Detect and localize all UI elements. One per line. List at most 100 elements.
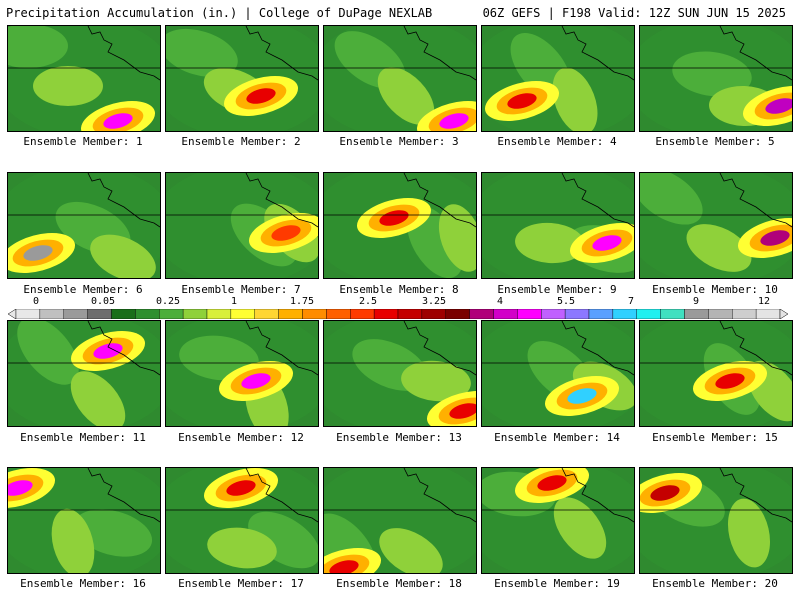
colorbar-tick-label: 2.5 [358, 296, 378, 307]
member-label: Ensemble Member: 14 [494, 431, 620, 444]
member-label: Ensemble Member: 6 [23, 283, 143, 296]
ensemble-map-7 [165, 172, 319, 279]
member-label: Ensemble Member: 15 [652, 431, 778, 444]
colorbar-swatch [302, 309, 327, 319]
colorbar-swatch [541, 309, 566, 319]
precip-field [640, 26, 792, 131]
coastline [561, 468, 634, 523]
coastline [403, 468, 476, 523]
colorbar-swatch [684, 309, 709, 319]
member-label: Ensemble Member: 2 [181, 135, 301, 148]
precip-field [640, 173, 792, 278]
colorbar-swatch [660, 309, 685, 319]
ensemble-map-15 [639, 320, 793, 427]
ensemble-map-16 [7, 467, 161, 574]
precip-field [324, 321, 476, 426]
member-label: Ensemble Member: 18 [336, 577, 462, 590]
coastline [719, 468, 792, 523]
coastline [403, 26, 476, 81]
ensemble-map-19 [481, 467, 635, 574]
page-title: Precipitation Accumulation (in.) | Colle… [6, 6, 433, 20]
colorbar-swatch [397, 309, 423, 319]
colorbar-swatch [732, 309, 757, 319]
colorbar-swatch [111, 309, 136, 319]
member-label: Ensemble Member: 8 [339, 283, 459, 296]
colorbar-swatch [230, 309, 255, 319]
precip-field [8, 468, 160, 573]
colorbar-swatch [254, 309, 279, 319]
coastline [87, 173, 160, 228]
precip-field [166, 468, 318, 573]
member-label: Ensemble Member: 13 [336, 431, 462, 444]
coastline [561, 321, 634, 376]
precip-field [482, 26, 634, 131]
precip-field [8, 173, 160, 278]
colorbar-tick-label: 12 [757, 296, 771, 307]
colorbar-swatch [517, 309, 542, 319]
coastline [245, 321, 318, 376]
colorbar-swatch [39, 309, 64, 319]
colorbar-swatch [159, 309, 184, 319]
precip-field [482, 468, 634, 573]
colorbar-swatch [326, 309, 351, 319]
colorbar-swatch [636, 309, 661, 319]
colorbar-swatch [612, 309, 637, 319]
precip-field [166, 26, 318, 131]
colorbar-tick-label: 3.25 [421, 296, 447, 307]
ensemble-map-4 [481, 25, 635, 132]
coastline [245, 26, 318, 81]
coastline [87, 26, 160, 81]
colorbar-tick-label: 0.05 [90, 296, 116, 307]
ensemble-map-10 [639, 172, 793, 279]
ensemble-map-14 [481, 320, 635, 427]
coastline [403, 173, 476, 228]
coastline [719, 321, 792, 376]
colorbar-swatch [350, 309, 375, 319]
member-label: Ensemble Member: 10 [652, 283, 778, 296]
precip-field [166, 173, 318, 278]
colorbar-swatch [206, 309, 232, 319]
precip-field [640, 468, 792, 573]
ensemble-map-8 [323, 172, 477, 279]
colorbar-swatch [15, 309, 41, 319]
header: Precipitation Accumulation (in.) | Colle… [0, 0, 800, 24]
member-label: Ensemble Member: 4 [497, 135, 617, 148]
colorbar-swatch [135, 309, 160, 319]
ensemble-map-12 [165, 320, 319, 427]
colorbar-swatch [755, 309, 781, 319]
member-label: Ensemble Member: 20 [652, 577, 778, 590]
ensemble-map-6 [7, 172, 161, 279]
ensemble-map-1 [7, 25, 161, 132]
colorbar-tick-label: 1 [230, 296, 238, 307]
colorbar-tick-label: 0 [32, 296, 40, 307]
member-label: Ensemble Member: 7 [181, 283, 301, 296]
colorbar-tick-label: 0.25 [155, 296, 181, 307]
ensemble-map-3 [323, 25, 477, 132]
coastline [245, 468, 318, 523]
member-label: Ensemble Member: 5 [655, 135, 775, 148]
coastline [561, 26, 634, 81]
coastline [245, 173, 318, 228]
colorbar-swatch [708, 309, 733, 319]
ensemble-map-2 [165, 25, 319, 132]
member-label: Ensemble Member: 11 [20, 431, 146, 444]
colorbar [8, 309, 788, 319]
coastline [87, 321, 160, 376]
colorbar-swatch [469, 309, 494, 319]
precip-field [482, 321, 634, 426]
precip-field [8, 26, 160, 131]
member-label: Ensemble Member: 1 [23, 135, 143, 148]
coastline [719, 173, 792, 228]
colorbar-tick-label: 4 [496, 296, 504, 307]
ensemble-map-5 [639, 25, 793, 132]
precip-field [640, 321, 792, 426]
coastline [719, 26, 792, 81]
colorbar-swatch [63, 309, 88, 319]
colorbar-tick-label: 5.5 [556, 296, 576, 307]
coastline [561, 173, 634, 228]
colorbar-swatch [588, 309, 614, 319]
ensemble-map-13 [323, 320, 477, 427]
ensemble-map-18 [323, 467, 477, 574]
colorbar-tick-label: 7 [627, 296, 635, 307]
colorbar-swatch [445, 309, 470, 319]
